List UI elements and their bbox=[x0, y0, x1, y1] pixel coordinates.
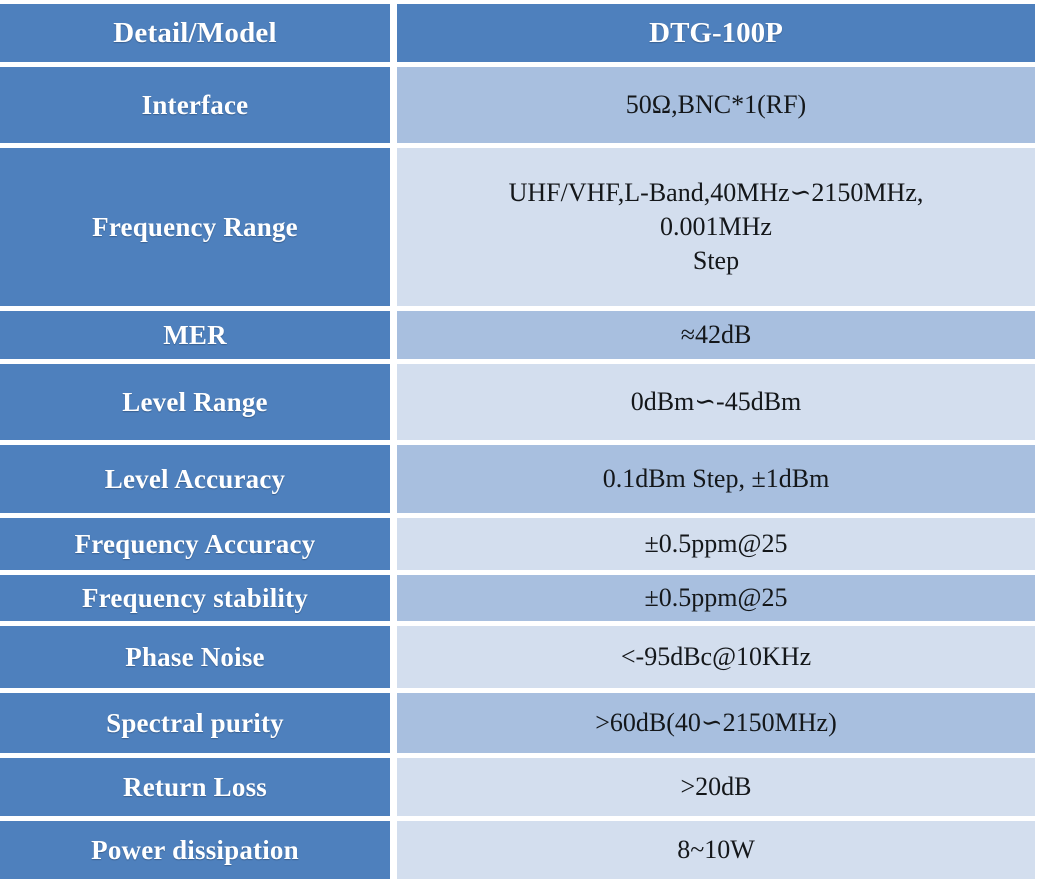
row-value-interface: 50Ω,BNC*1(RF) bbox=[397, 67, 1035, 143]
row-label-mer: MER bbox=[0, 311, 390, 359]
row-label-return-loss: Return Loss bbox=[0, 758, 390, 816]
column-divider bbox=[390, 518, 397, 570]
table-header-row: Detail/Model DTG-100P bbox=[0, 4, 1045, 62]
table-row-frequency-stability: Frequency stability ±0.5ppm@25 bbox=[0, 575, 1045, 621]
value-line: Step bbox=[692, 246, 740, 276]
value-line: ±0.5ppm@25 bbox=[644, 582, 788, 612]
table-row-phase-noise: Phase Noise <-95dBc@10KHz bbox=[0, 626, 1045, 688]
row-label-level-accuracy: Level Accuracy bbox=[0, 445, 390, 513]
column-divider bbox=[390, 311, 397, 359]
row-label-spectral-purity: Spectral purity bbox=[0, 693, 390, 753]
table-row-spectral-purity: Spectral purity >60dB(40∽2150MHz) bbox=[0, 693, 1045, 753]
header-model-text: DTG-100P bbox=[649, 16, 783, 49]
row-value-mer: ≈42dB bbox=[397, 311, 1035, 359]
table-row-power-dissipation: Power dissipation 8~10W bbox=[0, 821, 1045, 879]
value-line: >60dB(40∽2150MHz) bbox=[595, 707, 837, 737]
value-line: 8~10W bbox=[677, 834, 755, 864]
row-label-level-range: Level Range bbox=[0, 364, 390, 440]
table-row-mer: MER ≈42dB bbox=[0, 311, 1045, 359]
column-divider bbox=[390, 758, 397, 816]
value-line: ±0.5ppm@25 bbox=[644, 528, 788, 558]
table-row-return-loss: Return Loss >20dB bbox=[0, 758, 1045, 816]
row-label-frequency-stability: Frequency stability bbox=[0, 575, 390, 621]
row-value-power-dissipation: 8~10W bbox=[397, 821, 1035, 879]
row-label-frequency-range: Frequency Range bbox=[0, 148, 390, 306]
row-label-phase-noise: Phase Noise bbox=[0, 626, 390, 688]
column-divider bbox=[390, 626, 397, 688]
value-line: 50Ω,BNC*1(RF) bbox=[625, 89, 807, 119]
row-value-frequency-accuracy: ±0.5ppm@25 bbox=[397, 518, 1035, 570]
column-divider bbox=[390, 693, 397, 753]
row-label-frequency-accuracy: Frequency Accuracy bbox=[0, 518, 390, 570]
value-line: 0.001MHz bbox=[660, 211, 772, 241]
row-value-level-range: 0dBm∽-45dBm bbox=[397, 364, 1035, 440]
value-line: ≈42dB bbox=[680, 319, 752, 349]
column-divider bbox=[390, 364, 397, 440]
row-label-interface: Interface bbox=[0, 67, 390, 143]
table-row-interface: Interface 50Ω,BNC*1(RF) bbox=[0, 67, 1045, 143]
row-value-frequency-stability: ±0.5ppm@25 bbox=[397, 575, 1035, 621]
column-divider bbox=[390, 445, 397, 513]
column-divider bbox=[390, 148, 397, 306]
column-divider bbox=[390, 4, 397, 62]
row-value-phase-noise: <-95dBc@10KHz bbox=[397, 626, 1035, 688]
column-divider bbox=[390, 67, 397, 143]
value-line: >20dB bbox=[680, 771, 752, 801]
header-cell-detail-model: Detail/Model bbox=[0, 4, 390, 62]
value-line: <-95dBc@10KHz bbox=[620, 641, 812, 671]
row-value-level-accuracy: 0.1dBm Step, ±1dBm bbox=[397, 445, 1035, 513]
table-row-frequency-accuracy: Frequency Accuracy ±0.5ppm@25 bbox=[0, 518, 1045, 570]
value-line: 0dBm∽-45dBm bbox=[630, 386, 802, 416]
value-line: 0.1dBm Step, ±1dBm bbox=[602, 463, 830, 493]
table-row-frequency-range: Frequency Range UHF/VHF,L-Band,40MHz∽215… bbox=[0, 148, 1045, 306]
header-cell-model-name: DTG-100P bbox=[397, 4, 1035, 62]
row-value-spectral-purity: >60dB(40∽2150MHz) bbox=[397, 693, 1035, 753]
table-row-level-range: Level Range 0dBm∽-45dBm bbox=[0, 364, 1045, 440]
row-value-frequency-range: UHF/VHF,L-Band,40MHz∽2150MHz, 0.001MHz S… bbox=[397, 148, 1035, 306]
column-divider bbox=[390, 821, 397, 879]
row-value-return-loss: >20dB bbox=[397, 758, 1035, 816]
value-line: UHF/VHF,L-Band,40MHz∽2150MHz, bbox=[508, 177, 924, 207]
column-divider bbox=[390, 575, 397, 621]
table-row-level-accuracy: Level Accuracy 0.1dBm Step, ±1dBm bbox=[0, 445, 1045, 513]
row-label-power-dissipation: Power dissipation bbox=[0, 821, 390, 879]
